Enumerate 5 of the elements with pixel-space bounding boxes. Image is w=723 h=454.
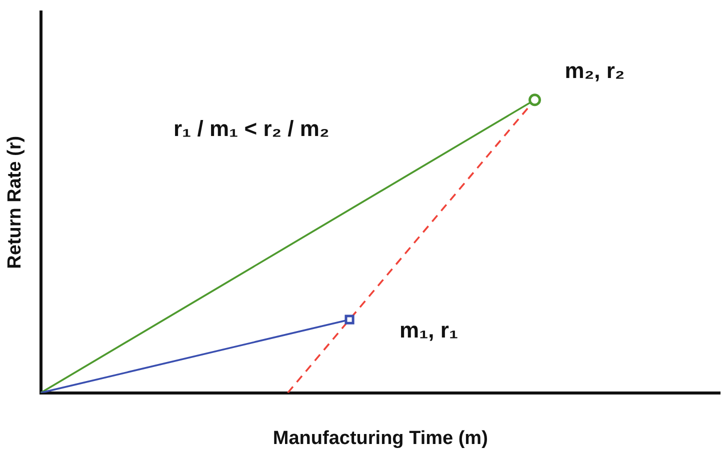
annotation: m₁, r₁	[400, 318, 458, 343]
annotation: r₁ / m₁ < r₂ / m₂	[173, 116, 330, 142]
y-axis-title: Return Rate (r)	[4, 136, 26, 269]
text: m₂, r₂	[564, 58, 625, 83]
x-axis-title: Manufacturing Time (m)	[272, 428, 488, 449]
